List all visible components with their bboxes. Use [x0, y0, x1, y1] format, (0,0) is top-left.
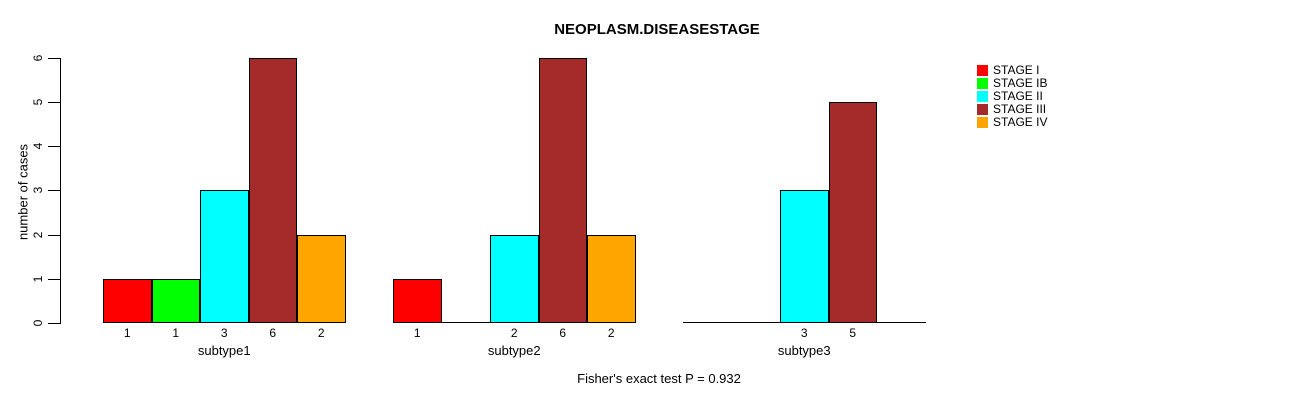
bar-value-label: 2 — [510, 326, 518, 340]
legend-swatch-stage-ii — [977, 91, 988, 102]
legend-item-stage-i: STAGE I — [977, 64, 1039, 77]
chart-title: NEOPLASM.DISEASESTAGE — [554, 21, 760, 38]
legend-label: STAGE I — [993, 63, 1040, 77]
y-tick-label: 5 — [31, 98, 45, 106]
bar-stage-iii-subtype2 — [538, 57, 587, 323]
bar-value-label: 5 — [849, 326, 857, 340]
bar-value-label: 1 — [123, 326, 131, 340]
bar-stage-ib-subtype1 — [151, 278, 200, 323]
bar-stage-iv-subtype1 — [297, 234, 346, 323]
y-tick-mark — [48, 57, 60, 59]
legend-label: STAGE III — [993, 102, 1047, 116]
y-tick-mark — [48, 102, 60, 104]
legend-swatch-stage-i — [977, 65, 988, 76]
bar-stage-ii-subtype1 — [200, 190, 249, 323]
zero-bar-stage-iv-subtype3 — [877, 322, 926, 323]
y-tick-label: 3 — [31, 187, 45, 194]
y-tick-mark — [48, 146, 60, 148]
annotation-fisher-test: Fisher's exact test P = 0.932 — [577, 371, 741, 386]
legend-item-stage-ib: STAGE IB — [977, 77, 1047, 90]
legend-label: STAGE II — [993, 89, 1043, 103]
bar-value-label: 6 — [559, 326, 567, 340]
y-tick-mark — [48, 278, 60, 280]
category-label-subtype3: subtype3 — [777, 343, 831, 358]
legend-swatch-stage-ib — [977, 78, 988, 89]
y-tick-label: 4 — [31, 142, 45, 150]
y-tick-mark — [48, 234, 60, 236]
legend-swatch-stage-iv — [977, 117, 988, 128]
y-tick-label: 1 — [31, 275, 45, 283]
legend-item-stage-iv: STAGE IV — [977, 116, 1047, 129]
bar-value-label: 1 — [172, 326, 180, 340]
bar-stage-i-subtype1 — [103, 278, 152, 323]
legend-item-stage-ii: STAGE II — [977, 90, 1043, 103]
y-tick-label: 6 — [31, 54, 45, 62]
category-label-subtype1: subtype1 — [197, 343, 251, 358]
category-label-subtype2: subtype2 — [487, 343, 541, 358]
bar-stage-ii-subtype2 — [490, 234, 539, 323]
bar-stage-ii-subtype3 — [780, 190, 829, 323]
legend-swatch-stage-iii — [977, 104, 988, 115]
bar-value-label: 2 — [607, 326, 615, 340]
bar-stage-i-subtype2 — [393, 278, 442, 323]
y-tick-label: 2 — [31, 231, 45, 238]
bar-value-label: 3 — [220, 326, 228, 340]
legend-label: STAGE IV — [993, 115, 1048, 129]
y-tick-mark — [48, 323, 60, 324]
bar-stage-iii-subtype3 — [828, 102, 877, 323]
bar-value-label: 2 — [317, 326, 325, 340]
y-axis-line — [60, 57, 61, 324]
zero-bar-stage-i-subtype3 — [683, 322, 732, 323]
y-tick-label: 0 — [31, 319, 45, 327]
y-axis-title: number of cases — [15, 143, 31, 241]
bar-value-label: 6 — [269, 326, 277, 340]
y-tick-mark — [48, 190, 60, 192]
bar-stage-iii-subtype1 — [248, 57, 297, 323]
legend-item-stage-iii: STAGE III — [977, 103, 1046, 116]
bar-value-label: 1 — [413, 326, 421, 340]
zero-bar-stage-ib-subtype3 — [731, 322, 780, 323]
bar-value-label: 3 — [800, 326, 808, 340]
bar-stage-iv-subtype2 — [587, 234, 636, 323]
zero-bar-stage-ib-subtype2 — [441, 322, 490, 323]
legend-label: STAGE IB — [993, 76, 1048, 90]
